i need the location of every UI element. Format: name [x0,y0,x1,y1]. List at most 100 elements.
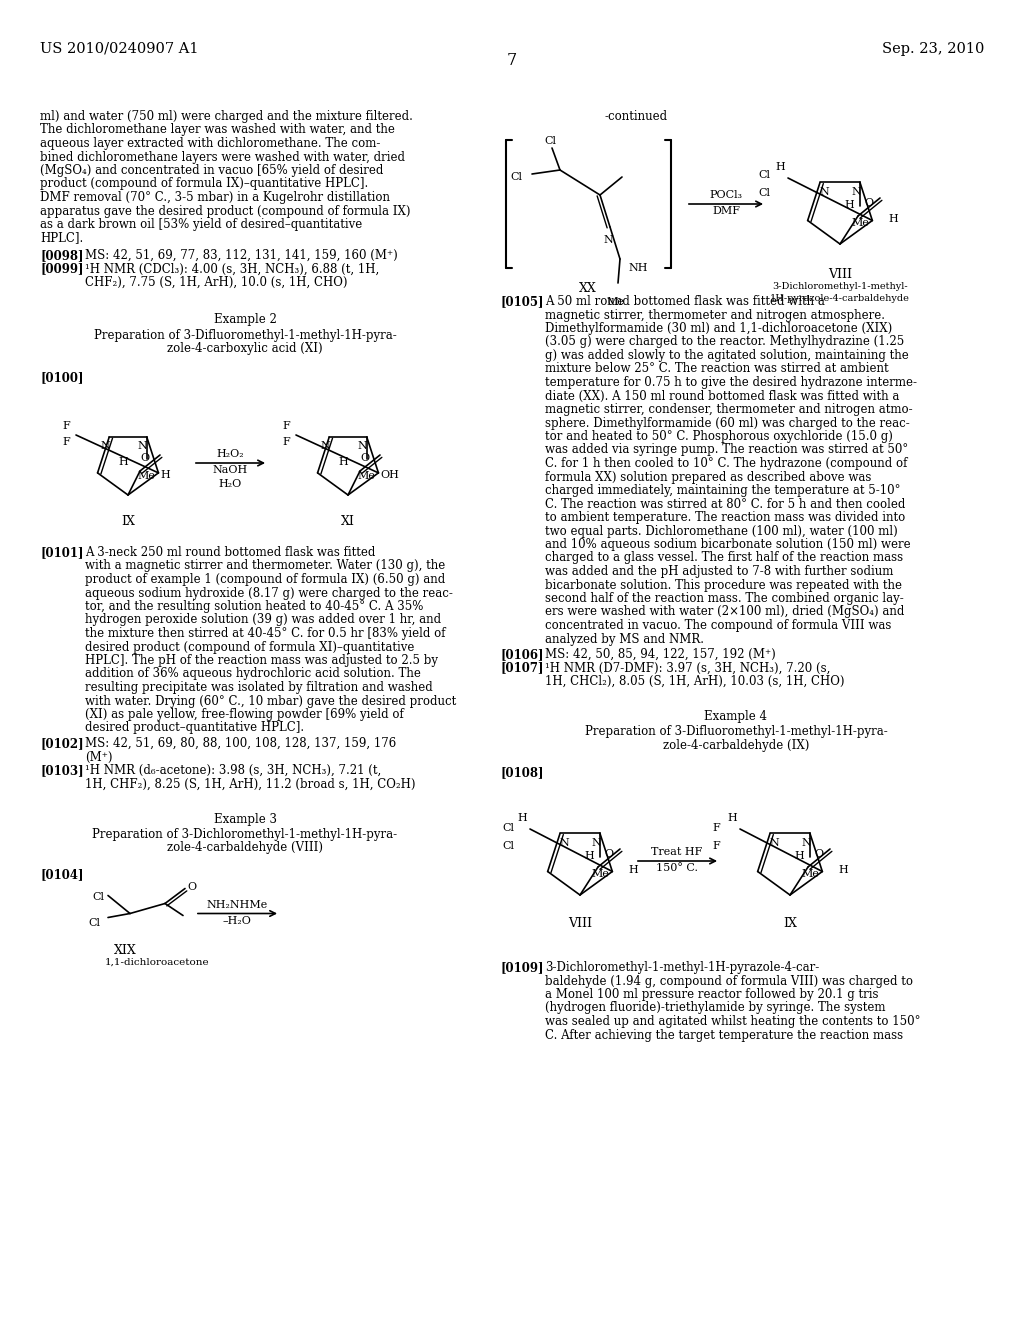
Text: XIX: XIX [114,944,136,957]
Text: [0100]: [0100] [40,371,84,384]
Text: Me: Me [357,471,376,480]
Text: IX: IX [783,917,797,931]
Text: VIII: VIII [828,268,852,281]
Text: with a magnetic stirrer and thermometer. Water (130 g), the: with a magnetic stirrer and thermometer.… [85,560,445,573]
Text: Me: Me [138,471,156,480]
Text: sphere. Dimethylformamide (60 ml) was charged to the reac-: sphere. Dimethylformamide (60 ml) was ch… [545,417,909,429]
Text: aqueous layer extracted with dichloromethane. The com-: aqueous layer extracted with dichloromet… [40,137,380,150]
Text: –H₂O: –H₂O [222,916,252,925]
Text: DMF removal (70° C., 3-5 mbar) in a Kugelrohr distillation: DMF removal (70° C., 3-5 mbar) in a Kuge… [40,191,390,205]
Text: Sep. 23, 2010: Sep. 23, 2010 [882,42,984,55]
Text: MS: 42, 51, 69, 80, 88, 100, 108, 128, 137, 159, 176: MS: 42, 51, 69, 80, 88, 100, 108, 128, 1… [85,737,396,750]
Text: Cl: Cl [758,187,770,198]
Text: Example 4: Example 4 [705,710,768,723]
Text: (M⁺): (M⁺) [85,751,113,763]
Text: [0098]: [0098] [40,249,84,261]
Text: Cl: Cl [502,841,514,851]
Text: [0107]: [0107] [500,661,544,675]
Text: was added via syringe pump. The reaction was stirred at 50°: was added via syringe pump. The reaction… [545,444,908,457]
Text: HPLC].: HPLC]. [40,231,83,244]
Text: IX: IX [121,515,135,528]
Text: magnetic stirrer, thermometer and nitrogen atmosphere.: magnetic stirrer, thermometer and nitrog… [545,309,885,322]
Text: The dichloromethane layer was washed with water, and the: The dichloromethane layer was washed wit… [40,124,395,136]
Text: zole-4-carbaldehyde (VIII): zole-4-carbaldehyde (VIII) [167,842,323,854]
Text: as a dark brown oil [53% yield of desired–quantitative: as a dark brown oil [53% yield of desire… [40,218,362,231]
Text: to ambient temperature. The reaction mass was divided into: to ambient temperature. The reaction mas… [545,511,905,524]
Text: XX: XX [580,282,597,294]
Text: Cl: Cl [88,917,100,928]
Text: Dimethylformamide (30 ml) and 1,1-dichloroacetone (XIX): Dimethylformamide (30 ml) and 1,1-dichlo… [545,322,892,335]
Text: baldehyde (1.94 g, compound of formula VIII) was charged to: baldehyde (1.94 g, compound of formula V… [545,974,913,987]
Text: [0106]: [0106] [500,648,544,661]
Text: N: N [769,838,779,849]
Text: H: H [888,214,898,224]
Text: A 3-neck 250 ml round bottomed flask was fitted: A 3-neck 250 ml round bottomed flask was… [85,546,376,558]
Text: Cl: Cl [510,172,522,182]
Text: a Monel 100 ml pressure reactor followed by 20.1 g tris: a Monel 100 ml pressure reactor followed… [545,987,879,1001]
Text: Preparation of 3-Difluoromethyl-1-methyl-1H-pyra-: Preparation of 3-Difluoromethyl-1-methyl… [93,329,396,342]
Text: zole-4-carboxylic acid (XI): zole-4-carboxylic acid (XI) [167,342,323,355]
Text: F: F [62,437,70,447]
Text: [0099]: [0099] [40,263,84,276]
Text: aqueous sodium hydroxide (8.17 g) were charged to the reac-: aqueous sodium hydroxide (8.17 g) were c… [85,586,453,599]
Text: zole-4-carbaldehyde (IX): zole-4-carbaldehyde (IX) [663,739,809,752]
Text: H: H [118,457,128,467]
Text: Me: Me [801,870,819,879]
Text: two equal parts. Dichloromethane (100 ml), water (100 ml): two equal parts. Dichloromethane (100 ml… [545,524,898,537]
Text: POCl₃: POCl₃ [710,190,742,201]
Text: [0103]: [0103] [40,764,84,777]
Text: DMF: DMF [712,206,740,216]
Text: tor, and the resulting solution heated to 40-45° C. A 35%: tor, and the resulting solution heated t… [85,601,423,612]
Text: HPLC]. The pH of the reaction mass was adjusted to 2.5 by: HPLC]. The pH of the reaction mass was a… [85,653,438,667]
Text: with water. Drying (60° C., 10 mbar) gave the desired product: with water. Drying (60° C., 10 mbar) gav… [85,694,457,708]
Text: second half of the reaction mass. The combined organic lay-: second half of the reaction mass. The co… [545,591,904,605]
Text: NH₂NHMe: NH₂NHMe [207,899,267,909]
Text: H: H [584,851,594,861]
Text: Cl: Cl [92,891,104,902]
Text: C. for 1 h then cooled to 10° C. The hydrazone (compound of: C. for 1 h then cooled to 10° C. The hyd… [545,457,907,470]
Text: NaOH: NaOH [212,465,248,475]
Text: CHF₂), 7.75 (S, 1H, ArH), 10.0 (s, 1H, CHO): CHF₂), 7.75 (S, 1H, ArH), 10.0 (s, 1H, C… [85,276,347,289]
Text: and 10% aqueous sodium bicarbonate solution (150 ml) were: and 10% aqueous sodium bicarbonate solut… [545,539,910,550]
Text: diate (XX). A 150 ml round bottomed flask was fitted with a: diate (XX). A 150 ml round bottomed flas… [545,389,899,403]
Text: VIII: VIII [568,917,592,931]
Text: N: N [138,441,147,451]
Text: Cl: Cl [544,136,556,147]
Text: Preparation of 3-Dichloromethyl-1-methyl-1H-pyra-: Preparation of 3-Dichloromethyl-1-methyl… [92,828,397,841]
Text: H: H [517,813,527,822]
Text: (XI) as pale yellow, free-flowing powder [69% yield of: (XI) as pale yellow, free-flowing powder… [85,708,403,721]
Text: hydrogen peroxide solution (39 g) was added over 1 hr, and: hydrogen peroxide solution (39 g) was ad… [85,614,441,627]
Text: 1H, CHCl₂), 8.05 (S, 1H, ArH), 10.03 (s, 1H, CHO): 1H, CHCl₂), 8.05 (S, 1H, ArH), 10.03 (s,… [545,675,845,688]
Text: ¹H NMR (d₆-acetone): 3.98 (s, 3H, NCH₃), 7.21 (t,: ¹H NMR (d₆-acetone): 3.98 (s, 3H, NCH₃),… [85,764,381,777]
Text: 150° C.: 150° C. [656,863,698,873]
Text: Me: Me [591,870,609,879]
Text: (MgSO₄) and concentrated in vacuo [65% yield of desired: (MgSO₄) and concentrated in vacuo [65% y… [40,164,383,177]
Text: C. The reaction was stirred at 80° C. for 5 h and then cooled: C. The reaction was stirred at 80° C. fo… [545,498,905,511]
Text: F: F [282,437,290,447]
Text: temperature for 0.75 h to give the desired hydrazone interme-: temperature for 0.75 h to give the desir… [545,376,918,389]
Text: H: H [794,851,804,861]
Text: mixture below 25° C. The reaction was stirred at ambient: mixture below 25° C. The reaction was st… [545,363,889,375]
Text: H: H [844,201,854,210]
Text: desired product–quantitative HPLC].: desired product–quantitative HPLC]. [85,722,304,734]
Text: [0104]: [0104] [40,869,84,882]
Text: analyzed by MS and NMR.: analyzed by MS and NMR. [545,632,705,645]
Text: N: N [321,441,330,451]
Text: g) was added slowly to the agitated solution, maintaining the: g) was added slowly to the agitated solu… [545,348,908,362]
Text: Preparation of 3-Difluoromethyl-1-methyl-1H-pyra-: Preparation of 3-Difluoromethyl-1-methyl… [585,726,888,738]
Text: was sealed up and agitated whilst heating the contents to 150°: was sealed up and agitated whilst heatin… [545,1015,921,1028]
Text: Me: Me [851,219,869,228]
Text: MS: 42, 51, 69, 77, 83, 112, 131, 141, 159, 160 (M⁺): MS: 42, 51, 69, 77, 83, 112, 131, 141, 1… [85,249,397,261]
Text: addition of 36% aqueous hydrochloric acid solution. The: addition of 36% aqueous hydrochloric aci… [85,668,421,681]
Text: MS: 42, 50, 85, 94, 122, 157, 192 (M⁺): MS: 42, 50, 85, 94, 122, 157, 192 (M⁺) [545,648,776,661]
Text: N: N [591,838,601,849]
Text: 3-Dichloromethyl-1-methyl-1H-pyrazole-4-car-: 3-Dichloromethyl-1-methyl-1H-pyrazole-4-… [545,961,819,974]
Text: N: N [358,441,368,451]
Text: resulting precipitate was isolated by filtration and washed: resulting precipitate was isolated by fi… [85,681,433,694]
Text: concentrated in vacuo. The compound of formula VIII was: concentrated in vacuo. The compound of f… [545,619,891,632]
Text: 1H-pyrazole-4-carbaldehyde: 1H-pyrazole-4-carbaldehyde [770,294,910,304]
Text: charged immediately, maintaining the temperature at 5-10°: charged immediately, maintaining the tem… [545,484,900,498]
Text: F: F [282,421,290,432]
Text: tor and heated to 50° C. Phosphorous oxychloride (15.0 g): tor and heated to 50° C. Phosphorous oxy… [545,430,893,444]
Text: [0109]: [0109] [500,961,544,974]
